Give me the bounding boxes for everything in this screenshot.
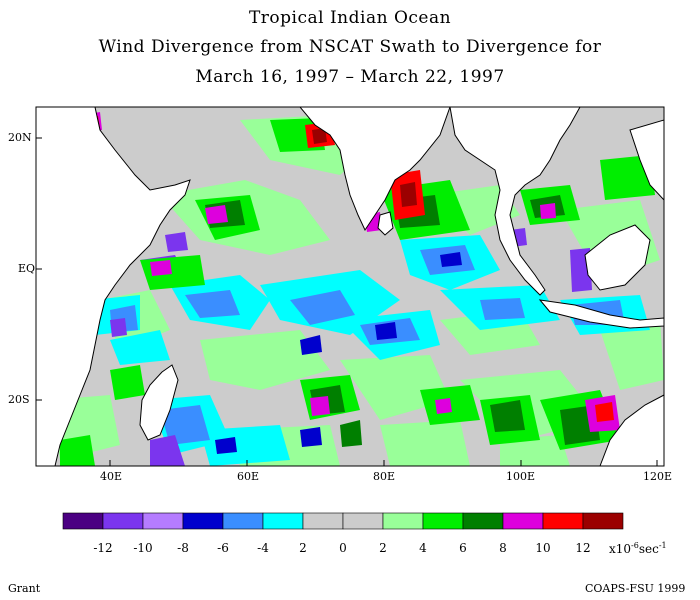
colorbar-unit-exp2: -1 bbox=[658, 541, 667, 550]
colorbar-unit-sec: sec bbox=[638, 542, 659, 556]
colorbar-tick-label: -8 bbox=[177, 541, 189, 555]
lon-label-80e: 80E bbox=[373, 470, 396, 483]
colorbar-tick-label: 4 bbox=[419, 541, 427, 555]
colorbar-swatch bbox=[262, 512, 304, 530]
colorbar-swatch bbox=[142, 512, 184, 530]
colorbar-swatch bbox=[342, 512, 384, 530]
land-philippines bbox=[629, 119, 664, 201]
land-southeast-asia bbox=[449, 107, 581, 296]
lon-label-120e: 120E bbox=[643, 470, 673, 483]
colorbar-swatch bbox=[462, 512, 504, 530]
colorbar-tick-label: -4 bbox=[257, 541, 269, 555]
colorbar-swatch bbox=[302, 512, 344, 530]
lat-label-eq: EQ bbox=[18, 262, 36, 275]
footer-author: Grant bbox=[8, 582, 41, 595]
colorbar-swatch bbox=[422, 512, 464, 530]
land-sri-lanka bbox=[377, 211, 394, 236]
lat-label-20n: 20N bbox=[8, 131, 32, 144]
land-madagascar bbox=[139, 364, 179, 441]
colorbar-swatch bbox=[502, 512, 544, 530]
field-blue bbox=[215, 252, 462, 454]
colorbar-tick-label: 6 bbox=[459, 541, 467, 555]
colorbar-swatch bbox=[382, 512, 424, 530]
divergence-field bbox=[36, 107, 664, 466]
colorbar-tick-label: 12 bbox=[575, 541, 591, 555]
land-india bbox=[299, 107, 451, 232]
lon-label-100e: 100E bbox=[506, 470, 536, 483]
land-australia bbox=[599, 394, 664, 466]
colorbar-swatch bbox=[62, 512, 104, 530]
colorbar-unit-exp1: -6 bbox=[631, 541, 639, 550]
colorbar-tick-label: 10 bbox=[535, 541, 551, 555]
colorbar-swatch bbox=[582, 512, 624, 530]
footer-credit: COAPS-FSU 1999 bbox=[585, 582, 686, 595]
colorbar-swatch bbox=[222, 512, 264, 530]
title-line-1: Tropical Indian Ocean bbox=[248, 8, 452, 28]
title-line-3: March 16, 1997 – March 22, 1997 bbox=[195, 67, 505, 87]
map-frame bbox=[35, 106, 665, 467]
colorbar-tick-label: 8 bbox=[499, 541, 507, 555]
colorbar-swatch bbox=[182, 512, 224, 530]
field-dark-red bbox=[312, 128, 417, 207]
land-africa-arabia bbox=[36, 107, 191, 466]
lon-label-40e: 40E bbox=[100, 470, 123, 483]
field-light-blue bbox=[110, 245, 625, 445]
colorbar-tick-label: 2 bbox=[299, 541, 307, 555]
colorbar-unit: x10-6sec-1 bbox=[609, 541, 667, 556]
axis-ticks bbox=[36, 137, 658, 466]
lon-label-60e: 60E bbox=[237, 470, 260, 483]
lat-label-20s: 20S bbox=[8, 393, 30, 406]
colorbar bbox=[62, 512, 624, 530]
colorbar-unit-base: x10 bbox=[609, 542, 632, 556]
colorbar-tick-label: -12 bbox=[93, 541, 113, 555]
colorbar-tick-label: -10 bbox=[133, 541, 153, 555]
colorbar-swatch bbox=[102, 512, 144, 530]
colorbar-tick-label: 0 bbox=[339, 541, 347, 555]
colorbar-tick-label: 2 bbox=[379, 541, 387, 555]
land-borneo bbox=[584, 224, 651, 291]
land-java bbox=[538, 299, 664, 329]
title-line-2: Wind Divergence from NSCAT Swath to Dive… bbox=[98, 37, 602, 57]
landmass bbox=[36, 107, 664, 466]
colorbar-tick-label: -6 bbox=[217, 541, 229, 555]
colorbar-swatch bbox=[542, 512, 584, 530]
